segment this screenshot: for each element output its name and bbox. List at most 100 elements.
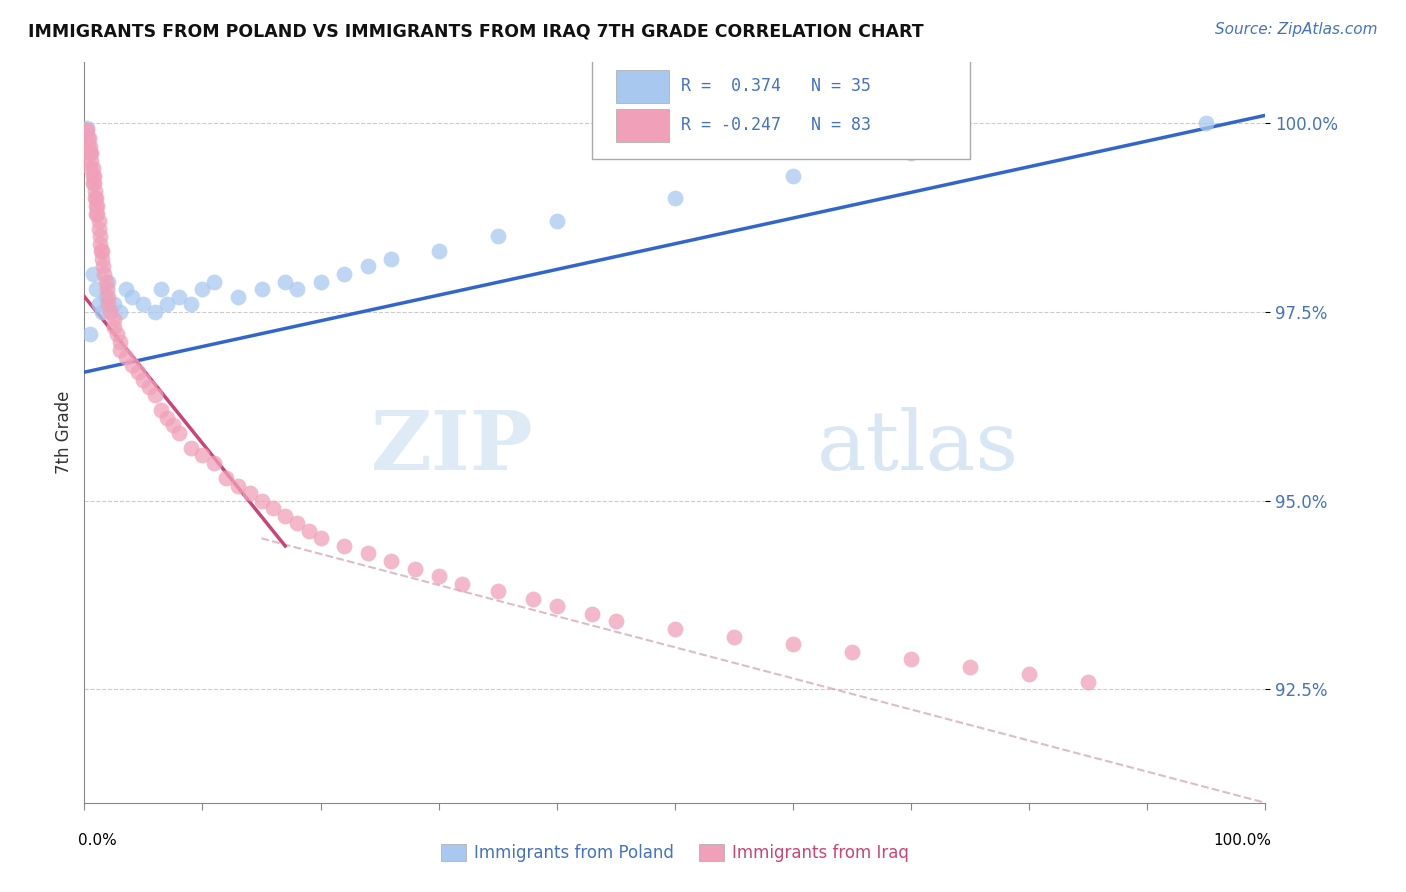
Point — [298, 524, 321, 538]
Point — [202, 456, 225, 470]
Y-axis label: 7th Grade: 7th Grade — [55, 391, 73, 475]
Point — [91, 244, 114, 259]
Point — [103, 297, 125, 311]
Point — [98, 304, 121, 318]
Point — [900, 146, 922, 161]
Point — [250, 282, 273, 296]
Point — [79, 327, 101, 342]
Legend: Immigrants from Poland, Immigrants from Iraq: Immigrants from Poland, Immigrants from … — [434, 837, 915, 869]
Point — [226, 290, 249, 304]
Text: 100.0%: 100.0% — [1213, 833, 1271, 848]
Point — [486, 229, 509, 244]
Point — [84, 206, 107, 220]
Point — [108, 334, 131, 349]
Point — [87, 221, 110, 235]
Point — [156, 410, 179, 425]
Point — [96, 282, 118, 296]
Point — [162, 418, 184, 433]
Point — [841, 645, 863, 659]
Point — [94, 275, 117, 289]
Point — [89, 236, 111, 251]
Point — [94, 290, 117, 304]
Point — [150, 282, 173, 296]
Point — [357, 547, 380, 561]
Point — [76, 121, 98, 136]
Point — [79, 161, 101, 176]
Point — [156, 297, 179, 311]
Point — [143, 304, 166, 318]
Point — [782, 637, 804, 651]
Point — [357, 260, 380, 274]
Text: Source: ZipAtlas.com: Source: ZipAtlas.com — [1215, 22, 1378, 37]
Point — [80, 146, 103, 161]
Point — [84, 282, 107, 296]
Point — [76, 123, 98, 137]
Point — [782, 169, 804, 183]
Text: ZIP: ZIP — [371, 408, 533, 487]
Point — [84, 191, 107, 205]
Point — [97, 297, 120, 311]
Point — [239, 486, 262, 500]
Text: R = -0.247   N = 83: R = -0.247 N = 83 — [681, 116, 870, 135]
Point — [91, 252, 114, 266]
FancyBboxPatch shape — [592, 47, 970, 159]
Text: atlas: atlas — [817, 408, 1019, 487]
Point — [108, 343, 131, 357]
Point — [546, 599, 568, 614]
Point — [150, 403, 173, 417]
Point — [97, 275, 120, 289]
Point — [143, 388, 166, 402]
Point — [486, 584, 509, 599]
Text: R =  0.374   N = 35: R = 0.374 N = 35 — [681, 77, 870, 95]
Point — [83, 169, 105, 183]
Point — [451, 576, 474, 591]
Point — [91, 304, 114, 318]
Point — [138, 380, 160, 394]
Point — [107, 327, 129, 342]
Point — [250, 493, 273, 508]
Point — [180, 297, 202, 311]
Point — [82, 161, 104, 176]
Point — [82, 177, 104, 191]
Point — [91, 260, 114, 274]
Point — [86, 199, 108, 213]
Point — [664, 191, 686, 205]
Point — [1077, 674, 1099, 689]
Point — [191, 448, 214, 462]
Point — [87, 214, 110, 228]
Point — [132, 297, 155, 311]
Point — [333, 267, 356, 281]
Text: IMMIGRANTS FROM POLAND VS IMMIGRANTS FROM IRAQ 7TH GRADE CORRELATION CHART: IMMIGRANTS FROM POLAND VS IMMIGRANTS FRO… — [28, 22, 924, 40]
Point — [167, 425, 190, 440]
Point — [80, 153, 103, 168]
Point — [333, 539, 356, 553]
Point — [581, 607, 603, 621]
Point — [309, 275, 332, 289]
Point — [83, 177, 105, 191]
Point — [167, 290, 190, 304]
Point — [103, 312, 125, 326]
Point — [84, 191, 107, 205]
Point — [97, 290, 120, 304]
Point — [132, 373, 155, 387]
Point — [82, 267, 104, 281]
FancyBboxPatch shape — [616, 70, 669, 103]
Point — [605, 615, 627, 629]
Point — [427, 569, 450, 583]
Text: 0.0%: 0.0% — [79, 833, 117, 848]
Point — [79, 146, 101, 161]
Point — [215, 471, 238, 485]
Point — [226, 478, 249, 492]
Point — [274, 508, 297, 523]
Point — [191, 282, 214, 296]
Point — [77, 138, 100, 153]
Point — [75, 123, 97, 137]
Point — [546, 214, 568, 228]
Point — [664, 622, 686, 636]
Point — [77, 131, 100, 145]
Point — [86, 206, 108, 220]
FancyBboxPatch shape — [616, 109, 669, 143]
Point — [274, 275, 297, 289]
Point — [959, 660, 981, 674]
Point — [121, 290, 143, 304]
